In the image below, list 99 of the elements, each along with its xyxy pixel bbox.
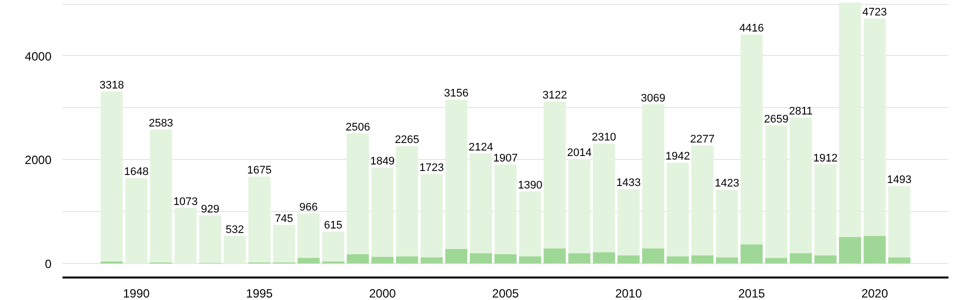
bar [420,174,443,258]
total-label: 3069 [640,92,666,104]
bar [864,236,886,264]
total-label: 1849 [370,156,395,168]
total-label: 2506 [346,121,370,134]
total-label: 1912 [813,152,838,164]
bar [199,215,222,263]
total-label: 3122 [542,90,567,102]
bar [666,256,689,264]
bar [888,186,910,258]
total-label: 1390 [518,179,542,192]
bar [445,100,468,249]
total-label: 615 [324,220,342,232]
bar [765,126,788,258]
bar [568,158,590,254]
total-label: 2124 [468,141,494,154]
y-tick-label: 0 [44,256,52,271]
y-tick-label: 2000 [24,153,52,168]
total-label: 2310 [592,132,616,144]
bar [100,91,123,262]
bar [346,133,369,254]
bar [838,237,862,264]
y-tick-label: 4000 [24,49,52,64]
x-tick-label: 2000 [369,286,396,300]
bar [691,145,714,256]
bar [396,256,418,264]
total-label: 2265 [394,134,420,146]
bar [519,191,542,256]
total-label: 1433 [616,177,641,190]
bar [814,164,837,256]
bar [125,178,148,264]
bar [765,258,788,264]
total-label: 3318 [99,79,124,92]
bar [322,232,344,262]
total-label: 745 [274,212,294,225]
total-label: 2583 [148,117,174,130]
total-label: 966 [299,201,318,214]
bar [298,258,320,264]
bar [790,253,812,264]
bar [224,236,246,264]
bar [617,189,640,256]
bar [864,18,886,236]
total-label: 1648 [124,166,149,178]
bar [150,129,172,262]
total-label: 1907 [493,152,518,165]
bar [568,253,590,264]
bar [544,248,566,264]
total-label: 2659 [764,114,788,126]
bar [174,208,197,264]
bar [544,102,566,248]
bar [445,248,468,264]
total-label: 2277 [690,133,715,146]
bar [519,256,542,264]
bar [642,248,664,264]
x-tick-label: 2015 [738,286,766,300]
total-label: 1423 [714,178,740,190]
bar [740,34,763,244]
bar [420,257,443,264]
bar [617,255,640,264]
total-label: 532 [226,224,244,236]
bar [740,244,763,264]
total-label: 4723 [862,6,887,18]
bar [592,144,616,252]
bar [272,224,296,262]
bar [396,146,418,256]
bar [248,176,270,262]
x-tick-label: 1995 [246,286,274,300]
bar [346,254,369,264]
bar [838,2,862,238]
bar [298,213,320,258]
total-label: 2014 [567,146,592,159]
total-label: 1073 [173,196,198,208]
bar [592,252,616,264]
x-tick-label: 2010 [615,286,642,300]
bar [790,118,812,254]
bar [642,104,664,248]
bar [814,255,837,264]
bar [371,168,394,257]
total-label: 1493 [887,174,912,186]
total-label: 4416 [739,22,764,34]
total-label: 2811 [789,106,813,118]
bar [716,257,738,264]
bar [470,153,492,254]
total-label: 3156 [444,88,469,100]
bar [691,255,714,264]
total-label: 1723 [419,162,444,174]
bar [494,164,517,254]
bar [371,256,394,264]
x-tick-label: 2005 [492,286,520,300]
bar [666,162,689,256]
x-tick-label: 1990 [122,286,150,300]
x-tick-label: 2020 [861,286,888,300]
bar [470,253,492,264]
total-label: 1942 [666,150,690,163]
bar [716,190,738,258]
bar [494,254,517,264]
bar [888,257,910,264]
total-label: 1675 [247,164,272,177]
total-label: 929 [200,203,220,216]
